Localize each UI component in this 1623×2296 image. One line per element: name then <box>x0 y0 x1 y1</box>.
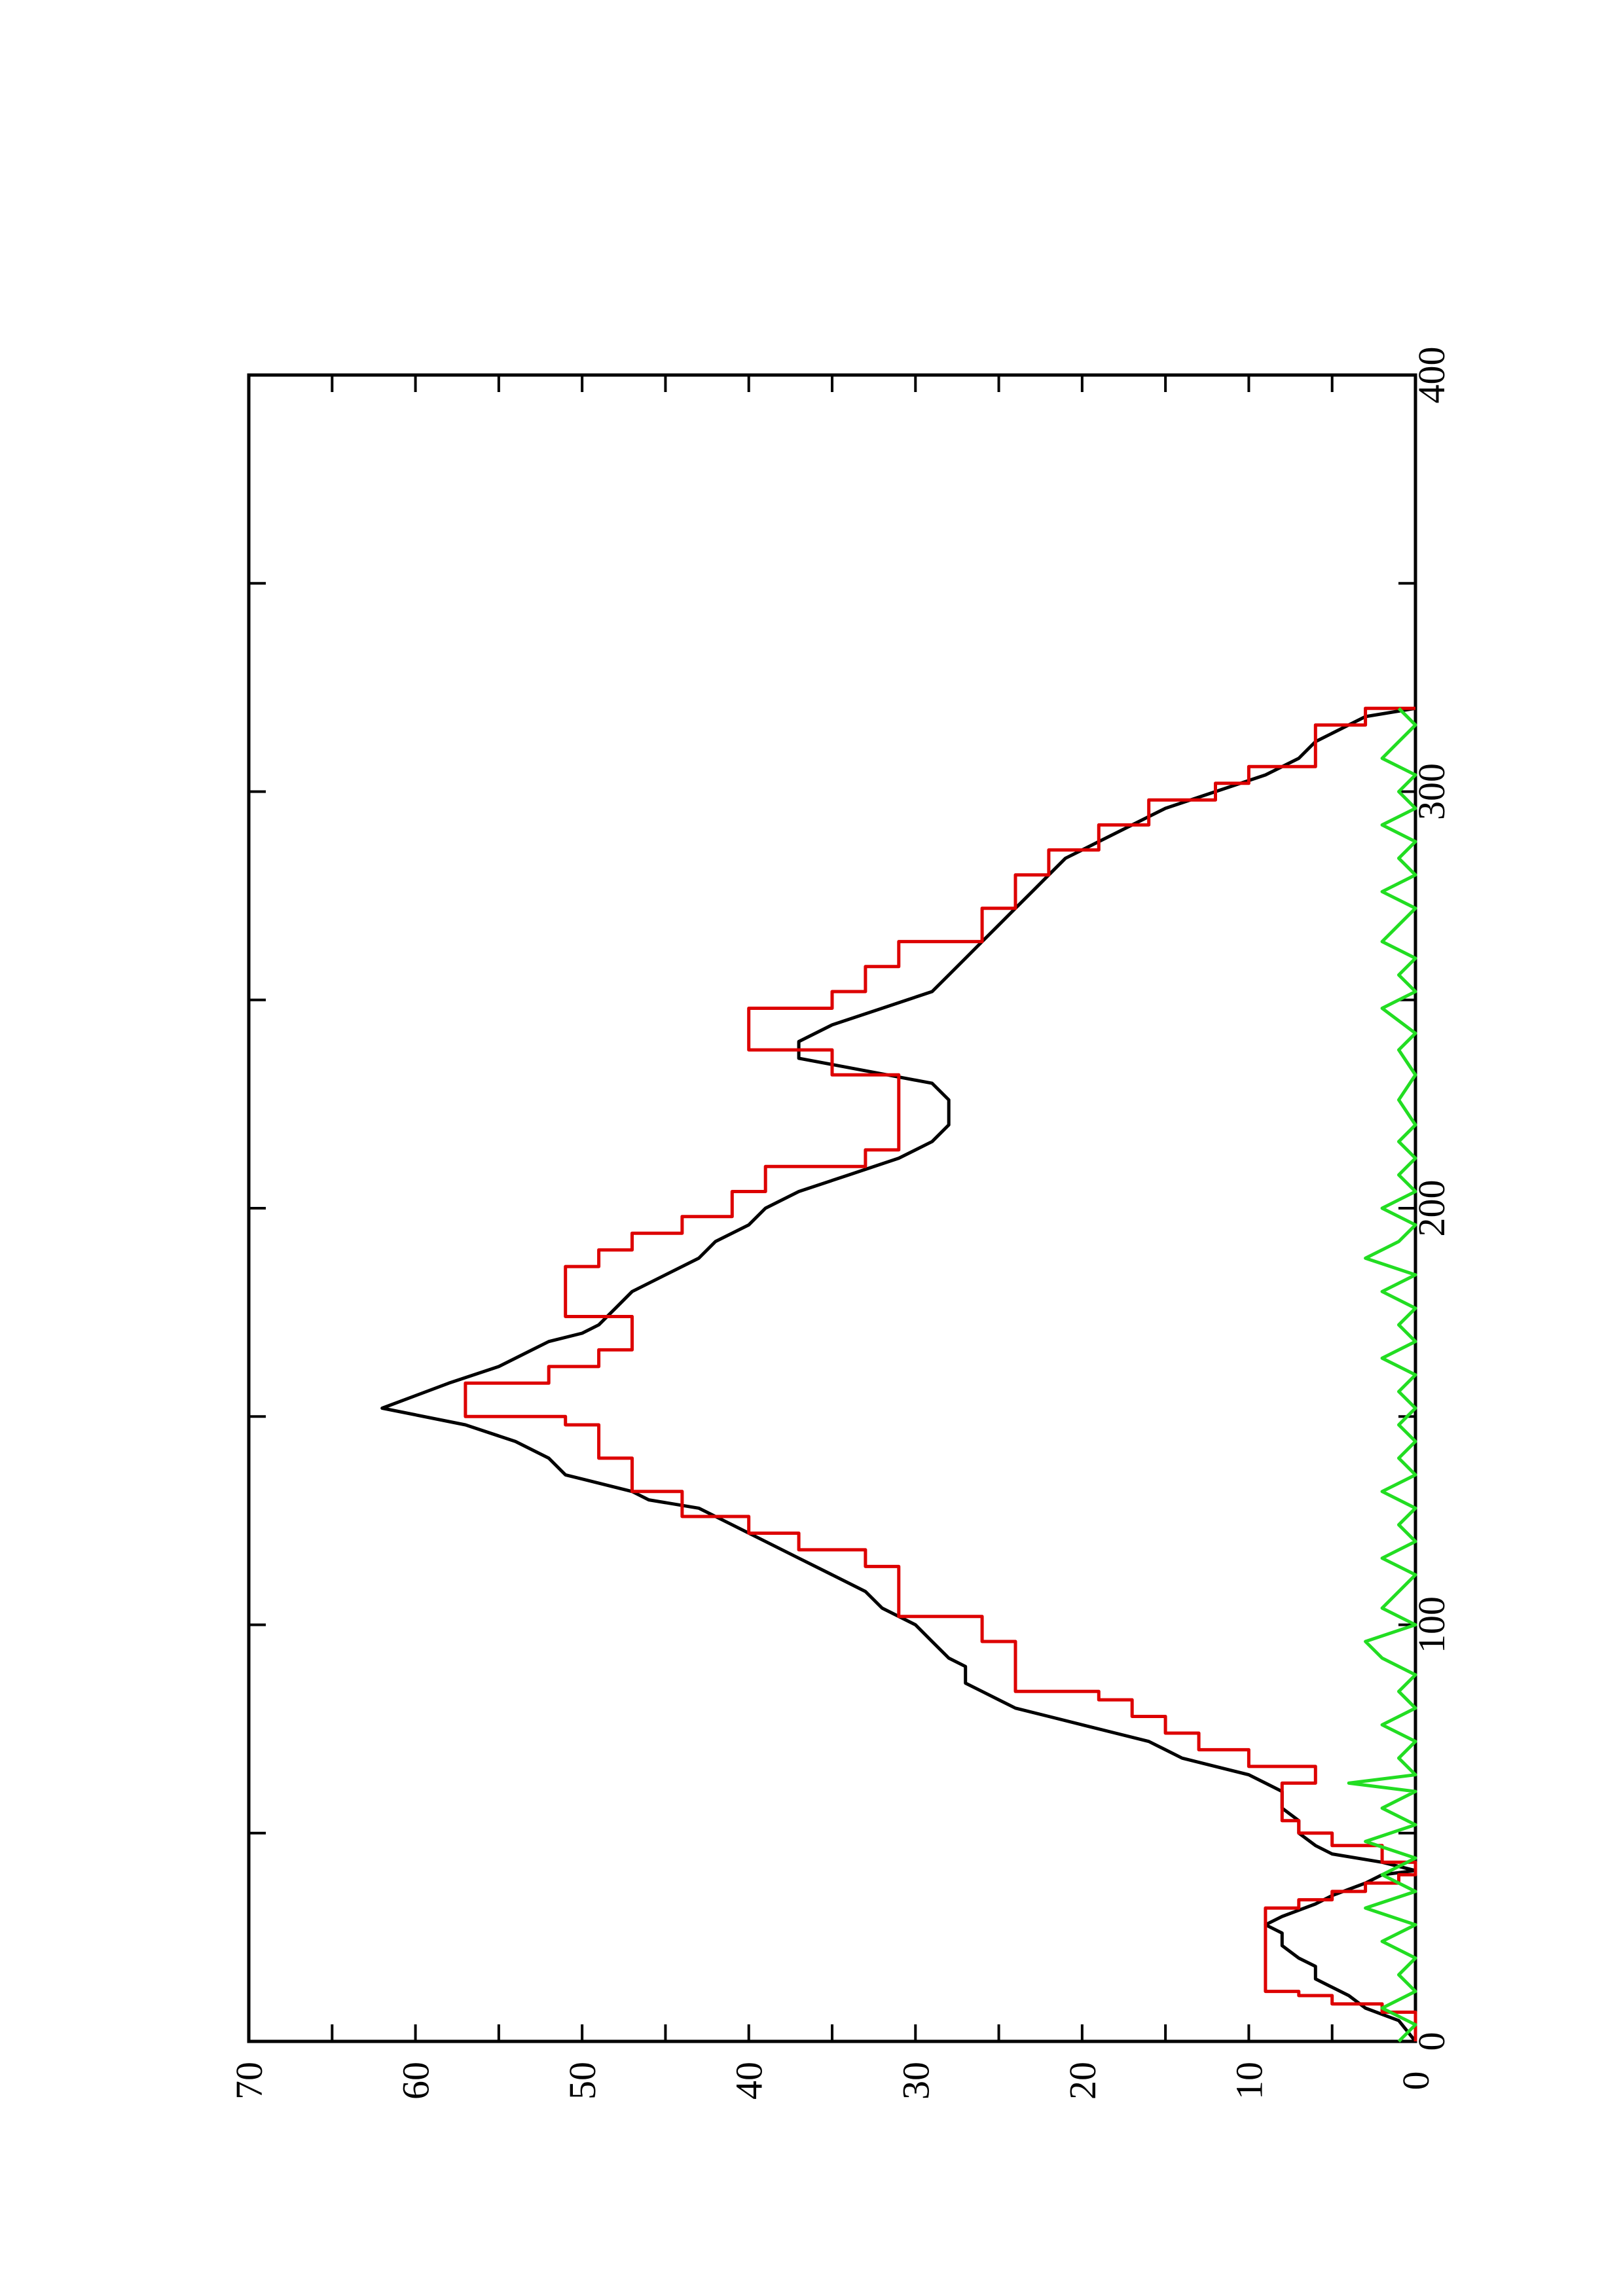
y-tick-label: 60 <box>395 2062 437 2100</box>
y-tick-label: 20 <box>1061 2062 1104 2100</box>
y-tick-label: 30 <box>894 2062 937 2100</box>
y-tick-label: 50 <box>561 2062 604 2100</box>
plot-frame <box>247 373 1417 2043</box>
x-tick-label: 300 <box>1410 763 1453 820</box>
x-tick-label: 400 <box>1410 347 1453 404</box>
series-line-1 <box>380 706 1417 2043</box>
y-tick-label: 40 <box>728 2062 771 2100</box>
x-tick-label: 200 <box>1410 1180 1453 1237</box>
series-line-2 <box>464 706 1417 2041</box>
y-tick-label: 70 <box>228 2062 270 2100</box>
y-tick-label: 0 <box>1395 2072 1437 2090</box>
axis-tick-labels: 0 100 200 300 400 0 10 20 30 40 50 60 70 <box>228 347 1453 2100</box>
x-tick-label: 100 <box>1410 1596 1453 1653</box>
data-series <box>380 706 1417 2043</box>
axis-ticks <box>247 374 1417 2043</box>
x-tick-label: 0 <box>1410 2032 1453 2051</box>
series-line-3 <box>1347 707 1417 2043</box>
y-tick-label: 10 <box>1228 2062 1270 2100</box>
